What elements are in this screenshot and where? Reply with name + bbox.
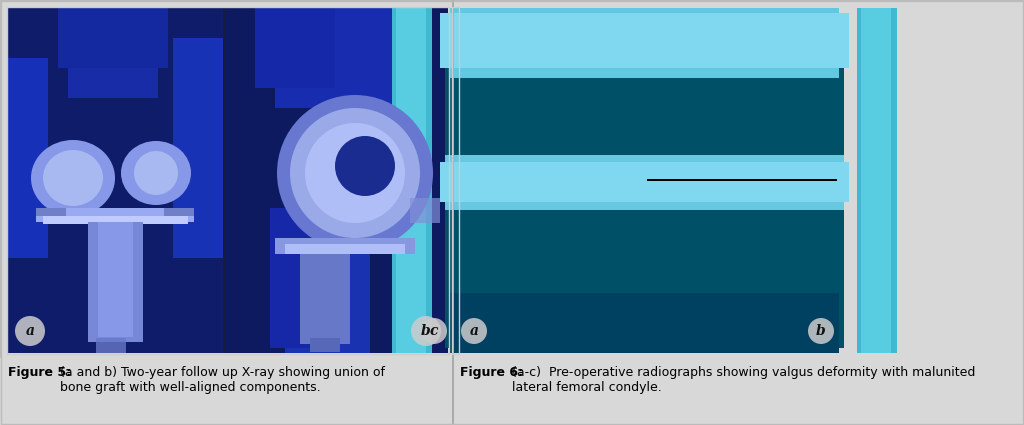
Bar <box>8 8 223 353</box>
Bar <box>672 118 812 148</box>
Bar <box>697 23 707 68</box>
Bar <box>460 8 645 53</box>
Text: (a and b) Two-year follow up X-ray showing union of
bone graft with well-aligned: (a and b) Two-year follow up X-ray showi… <box>60 366 385 394</box>
Bar <box>662 181 822 353</box>
Text: c: c <box>430 324 438 338</box>
Bar <box>677 58 746 118</box>
Text: a: a <box>26 324 35 338</box>
Bar <box>692 20 772 28</box>
Ellipse shape <box>335 136 395 196</box>
Bar <box>560 48 620 283</box>
Bar <box>454 358 1024 425</box>
Bar <box>255 8 335 88</box>
Bar <box>460 8 645 353</box>
Bar <box>682 28 802 169</box>
Bar <box>0 358 452 425</box>
Ellipse shape <box>808 318 834 344</box>
Bar <box>445 155 844 210</box>
Bar <box>647 179 837 181</box>
Bar <box>173 38 223 258</box>
Bar <box>548 68 566 273</box>
Bar <box>702 311 710 346</box>
Bar <box>445 13 844 348</box>
Bar <box>300 254 350 344</box>
Bar <box>385 168 425 174</box>
Bar <box>707 199 777 269</box>
Bar <box>36 208 194 222</box>
Text: b: b <box>421 324 431 338</box>
Bar <box>647 181 837 353</box>
Bar <box>647 181 837 353</box>
Bar <box>460 281 645 285</box>
Bar <box>285 244 406 254</box>
Bar <box>8 58 48 258</box>
Bar <box>275 8 395 108</box>
Bar <box>450 8 839 353</box>
Text: Figure 5:: Figure 5: <box>8 366 71 379</box>
Bar <box>88 222 143 342</box>
Bar <box>647 8 837 179</box>
Bar <box>450 293 839 353</box>
Bar <box>702 271 710 306</box>
Bar <box>677 194 807 346</box>
Bar <box>225 8 449 353</box>
Bar <box>396 8 426 353</box>
Text: (a-c)  Pre-operative radiographs showing valgus deformity with malunited
lateral: (a-c) Pre-operative radiographs showing … <box>512 366 976 394</box>
Bar <box>285 248 370 353</box>
Bar <box>482 160 560 225</box>
Bar <box>647 8 837 179</box>
Text: a: a <box>469 324 478 338</box>
Bar <box>857 8 897 353</box>
Bar <box>460 283 645 353</box>
Bar <box>450 8 839 78</box>
Ellipse shape <box>15 316 45 346</box>
Bar <box>490 48 552 283</box>
Bar <box>697 309 737 315</box>
Bar <box>98 222 133 337</box>
Bar <box>96 338 126 353</box>
Bar <box>8 8 223 353</box>
Ellipse shape <box>305 123 406 223</box>
Bar <box>717 20 725 70</box>
Bar <box>275 238 415 254</box>
Bar <box>475 253 550 283</box>
Ellipse shape <box>43 150 103 206</box>
Bar <box>548 255 620 283</box>
Bar <box>43 216 188 224</box>
Ellipse shape <box>31 140 115 216</box>
Bar <box>746 53 812 113</box>
Bar <box>737 20 745 60</box>
Ellipse shape <box>411 316 441 346</box>
Bar <box>310 338 340 352</box>
Bar <box>460 8 645 123</box>
Bar <box>440 162 849 202</box>
Bar <box>861 8 891 353</box>
Ellipse shape <box>134 151 178 195</box>
Bar <box>667 8 817 179</box>
Ellipse shape <box>278 95 433 251</box>
Bar <box>450 8 839 353</box>
Bar <box>7 7 449 354</box>
Bar <box>410 198 440 223</box>
Bar <box>550 165 622 225</box>
Bar <box>385 170 393 205</box>
Bar <box>452 0 454 425</box>
Text: Figure 6:: Figure 6: <box>460 366 523 379</box>
Bar <box>452 7 459 354</box>
Bar <box>68 8 158 98</box>
Bar <box>58 8 168 68</box>
Bar <box>270 208 340 348</box>
Ellipse shape <box>421 318 447 344</box>
Bar <box>164 208 194 216</box>
Bar <box>225 8 449 353</box>
Bar <box>460 8 645 353</box>
Bar <box>223 8 225 353</box>
Ellipse shape <box>290 108 420 238</box>
Ellipse shape <box>121 141 191 205</box>
Ellipse shape <box>461 318 487 344</box>
Bar <box>36 208 66 216</box>
Text: b: b <box>816 324 826 338</box>
Bar <box>440 13 849 68</box>
Bar <box>392 8 432 353</box>
